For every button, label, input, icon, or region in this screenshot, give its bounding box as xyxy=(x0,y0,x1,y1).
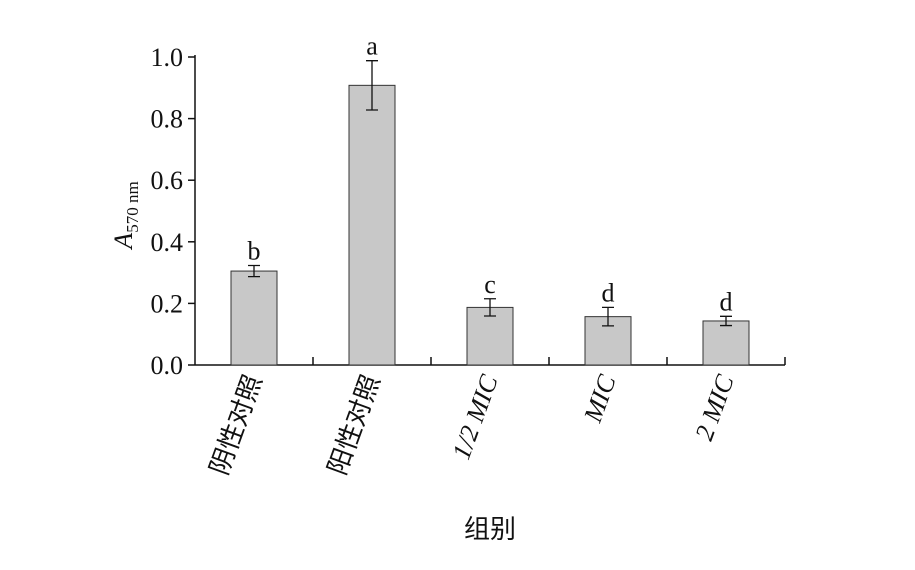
y-axis-label-main: A xyxy=(109,233,138,251)
y-tick-label: 0.4 xyxy=(151,228,184,257)
y-tick-label: 0.8 xyxy=(151,105,184,134)
x-tick-label: 1/2 MIC xyxy=(446,371,503,464)
bar xyxy=(702,320,750,366)
y-tick-label: 0.2 xyxy=(151,289,184,318)
error-bar xyxy=(366,60,378,111)
y-tick-label: 0.6 xyxy=(151,166,184,195)
significance-letter: d xyxy=(720,287,733,316)
y-tick-label: 0.0 xyxy=(151,351,184,380)
error-bar xyxy=(602,306,614,327)
significance-letter: b xyxy=(248,237,261,266)
significance-letter: a xyxy=(366,32,378,61)
y-axis-label-sub: 570 nm xyxy=(123,181,142,232)
x-tick-label: 阴性对照 xyxy=(205,371,268,479)
error-bar xyxy=(484,298,496,317)
significance-letter: d xyxy=(602,278,615,307)
y-axis-label: A570 nm xyxy=(109,181,142,250)
bar xyxy=(230,270,278,366)
error-bar xyxy=(248,264,260,278)
bar xyxy=(348,84,396,366)
significance-letter: c xyxy=(484,270,496,299)
x-tick-label: MIC xyxy=(578,371,622,427)
x-tick-label: 阳性对照 xyxy=(323,371,386,479)
error-bar xyxy=(720,315,732,327)
x-tick-label: 2 MIC xyxy=(689,371,739,445)
x-axis-label: 组别 xyxy=(464,515,516,544)
y-tick-label: 1.0 xyxy=(151,43,184,72)
